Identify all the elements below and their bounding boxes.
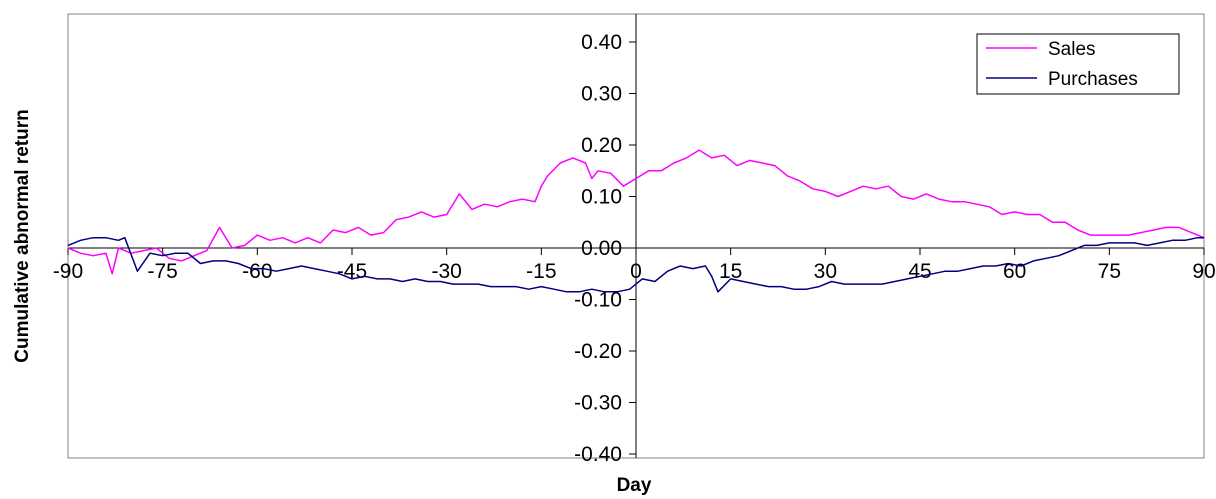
x-tick-label: 15 (719, 260, 742, 283)
y-axis: 0.400.300.200.100.00-0.10-0.20-0.30-0.40 (574, 14, 637, 466)
x-tick-label: 75 (1098, 260, 1121, 283)
legend: Sales Purchases (976, 33, 1180, 95)
y-tick-label: 0.20 (581, 134, 622, 157)
x-tick-label: 45 (908, 260, 931, 283)
legend-label-sales: Sales (1048, 39, 1096, 60)
legend-label-purchases: Purchases (1048, 69, 1138, 90)
x-tick-label: 90 (1192, 260, 1215, 283)
x-tick-label: -30 (431, 260, 461, 283)
x-tick-label: -90 (53, 260, 83, 283)
x-tick-label: -75 (147, 260, 177, 283)
series-layer (67, 149, 1205, 293)
series-line-purchases (67, 236, 1204, 293)
y-tick-label: -0.30 (574, 392, 622, 415)
x-tick-label: 30 (814, 260, 837, 283)
y-tick-label: -0.40 (574, 443, 622, 466)
x-tick-label: -60 (242, 260, 272, 283)
legend-box (976, 33, 1180, 95)
series-line-sales (67, 149, 1205, 275)
x-axis-title: Day (617, 475, 652, 496)
y-tick-label: 0.30 (581, 83, 622, 106)
x-tick-label: -15 (526, 260, 556, 283)
y-tick-label: 0.10 (581, 186, 622, 209)
y-tick-label: -0.20 (574, 340, 622, 363)
x-tick-label: 0 (630, 260, 642, 283)
y-tick-label: -0.10 (574, 289, 622, 312)
y-tick-label: 0.40 (581, 31, 622, 54)
y-axis-title: Cumulative abnormal return (12, 109, 33, 362)
